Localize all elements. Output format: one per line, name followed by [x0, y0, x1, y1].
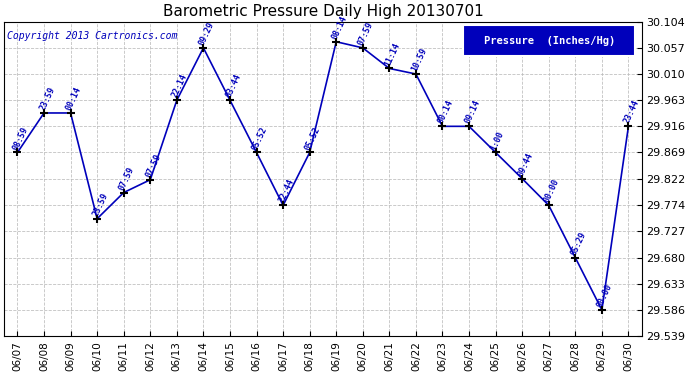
Text: Copyright 2013 Cartronics.com: Copyright 2013 Cartronics.com — [8, 31, 178, 41]
Text: Pressure  (Inches/Hg): Pressure (Inches/Hg) — [484, 36, 615, 46]
Text: 05:52: 05:52 — [250, 125, 269, 152]
Text: 05:52: 05:52 — [304, 125, 322, 152]
Text: 00:14: 00:14 — [64, 86, 83, 112]
Text: 03:44: 03:44 — [224, 73, 242, 99]
Text: 1:00: 1:00 — [489, 129, 506, 152]
Text: 23:59: 23:59 — [38, 86, 57, 112]
Text: 22:44: 22:44 — [277, 178, 295, 204]
Text: 23:44: 23:44 — [622, 99, 641, 125]
Text: 09:44: 09:44 — [516, 151, 535, 177]
Title: Barometric Pressure Daily High 20130701: Barometric Pressure Daily High 20130701 — [163, 4, 483, 19]
Text: 07:59: 07:59 — [144, 152, 163, 178]
Text: 00:00: 00:00 — [595, 282, 614, 309]
Text: 10:59: 10:59 — [410, 46, 428, 73]
Text: 11:14: 11:14 — [383, 41, 402, 68]
Text: 07:59: 07:59 — [357, 20, 375, 47]
Text: 08:59: 08:59 — [11, 125, 30, 152]
Text: 07:59: 07:59 — [117, 165, 136, 191]
Text: 05:29: 05:29 — [569, 230, 588, 256]
Text: 00:14: 00:14 — [436, 99, 455, 125]
Text: 22:14: 22:14 — [170, 73, 189, 99]
Text: 09:29: 09:29 — [197, 20, 216, 47]
Text: 00:00: 00:00 — [542, 178, 561, 204]
Text: 09:14: 09:14 — [463, 99, 482, 125]
Text: 08:14: 08:14 — [330, 14, 348, 40]
Text: 23:59: 23:59 — [91, 191, 110, 217]
Bar — [463, 25, 635, 56]
